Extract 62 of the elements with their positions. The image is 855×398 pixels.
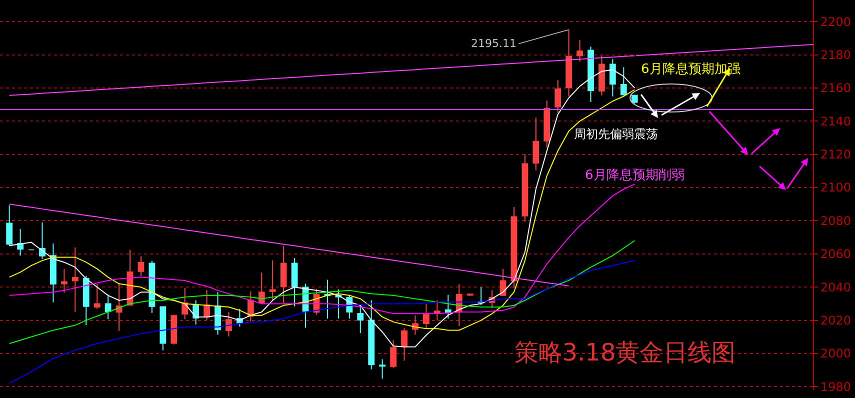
candlestick	[269, 260, 276, 302]
candlestick	[50, 242, 56, 303]
y-tick-label: 1980	[820, 380, 851, 394]
candlestick	[401, 328, 408, 362]
candlestick	[104, 294, 112, 320]
candlestick	[17, 228, 24, 256]
annotation: 6月降息预期削弱	[585, 168, 684, 183]
candlestick	[182, 287, 188, 320]
candlestick	[368, 300, 375, 370]
annotation: 周初先偏弱震荡	[574, 127, 658, 141]
candlestick	[532, 117, 540, 171]
candlestick	[544, 100, 550, 148]
candlestick	[204, 290, 210, 321]
candlestick	[160, 306, 166, 351]
candlestick	[226, 312, 232, 337]
candlestick	[324, 279, 331, 320]
annotation: 2195.11	[471, 37, 516, 50]
candlestick	[631, 94, 638, 104]
candlestick	[258, 272, 265, 305]
candlestick	[522, 154, 528, 222]
candlestick	[72, 246, 78, 313]
candlestick	[357, 304, 364, 334]
candlestick	[566, 29, 572, 97]
candlestick	[423, 304, 430, 329]
y-tick-label: 2140	[820, 114, 851, 128]
y-tick-label: 2120	[820, 148, 851, 162]
candlestick	[390, 340, 396, 369]
y-tick-label: 2060	[820, 247, 851, 262]
candlestick	[379, 358, 386, 380]
candlestick	[291, 258, 298, 307]
y-tick-label: 2020	[820, 314, 851, 328]
candlestick	[214, 292, 221, 336]
candlestick	[6, 204, 13, 246]
y-tick-label: 2180	[820, 48, 851, 62]
candlestick	[598, 55, 605, 96]
candlestick	[576, 40, 583, 62]
candlestick	[466, 293, 474, 296]
candlestick	[138, 256, 144, 276]
candlestick	[39, 222, 46, 260]
candlestick	[620, 66, 627, 96]
candlestick	[116, 282, 122, 332]
candlestick	[609, 58, 616, 97]
candlestick	[554, 80, 562, 114]
y-tick-label: 2160	[820, 81, 851, 96]
candlestick	[94, 283, 100, 310]
candlestick	[444, 294, 452, 320]
candlestick	[335, 288, 342, 320]
text: 策略3.18黄金日线图	[514, 338, 736, 366]
line-series	[8, 184, 636, 314]
candlestick	[82, 275, 90, 326]
y-tick-label: 2040	[820, 280, 851, 294]
y-tick-label: 2100	[820, 180, 851, 195]
y-tick-label: 2000	[820, 346, 851, 361]
candlestick	[280, 245, 287, 304]
y-tick-label: 2200	[820, 14, 851, 29]
candlestick	[588, 46, 594, 103]
y-tick-label: 2080	[820, 214, 851, 228]
line-series	[8, 204, 570, 286]
candlestick	[170, 314, 178, 346]
candlestick	[434, 300, 440, 321]
candlestick	[510, 206, 518, 288]
candlestick	[60, 268, 68, 294]
